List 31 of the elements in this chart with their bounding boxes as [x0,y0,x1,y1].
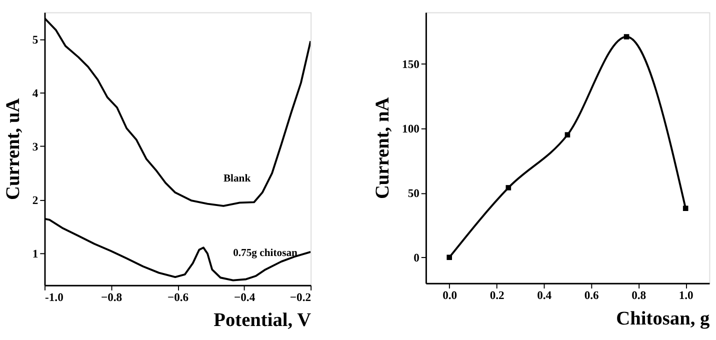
point [682,206,688,211]
x-tick-label: −0.4 [234,291,256,304]
series-label: 0.75g chitosan [233,248,298,260]
x-axis-title: Chitosan, g [616,308,710,330]
x-tick-label: −0.6 [167,291,189,304]
x-tick-label: 0.8 [632,289,646,302]
x-tick-label: −0.2 [290,291,312,304]
y-tick-label: 5 [32,33,38,46]
y-tick-label: 50 [408,187,420,200]
y-tick-label: 4 [32,86,38,100]
x-tick-label: 0.6 [584,289,600,302]
y-axis-title: Current, nA [372,97,394,200]
x-tick-label: 1.0 [678,289,694,302]
y-tick-label: 0 [414,252,420,265]
x-tick-label: 0.4 [537,289,552,302]
y-tick-label: 1 [32,247,38,260]
point [564,132,570,138]
point [506,185,512,190]
x-axis-title: Potential, V [214,310,312,332]
x-tick-label: 0.0 [442,289,458,302]
series-label: Blank [223,174,251,185]
point [624,34,630,40]
point [446,254,452,260]
y-tick-label: 3 [32,140,38,154]
x-tick-label: −0.8 [100,291,122,304]
y-tick-label: 100 [402,122,420,136]
x-tick-label: 0.2 [490,289,505,302]
y-tick-label: 150 [402,58,420,72]
x-tick-label: -1.0 [44,291,64,304]
y-tick-label: 2 [32,194,38,207]
y-axis-title: Current, uA [2,98,24,200]
